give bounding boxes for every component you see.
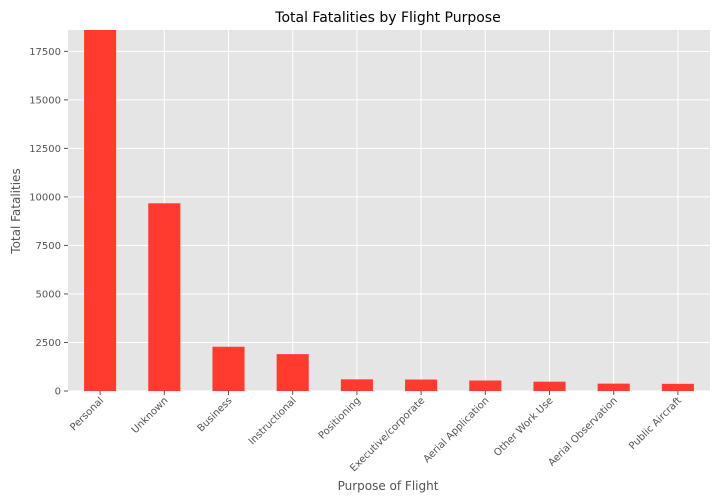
- bar-other-work-use: [533, 381, 566, 391]
- bar-public-aircraft: [661, 383, 694, 391]
- x-tick-label: Executive/corporate: [348, 395, 427, 474]
- x-tick-label: Aerial Observation: [547, 395, 620, 468]
- bar-positioning: [340, 379, 373, 391]
- x-tick-label: Positioning: [317, 395, 363, 441]
- bars: [84, 30, 694, 391]
- y-tick-label: 15000: [29, 95, 61, 106]
- x-tick-label: Other Work Use: [492, 395, 555, 458]
- y-ticks: 0 2500 5000 7500 10000 12500 15000 17500: [29, 47, 68, 398]
- x-ticks: Personal Unknown Business Instructional Posi…: [68, 391, 684, 474]
- bar-unknown: [148, 203, 181, 391]
- bar-executive-corporate: [405, 379, 438, 391]
- bar-instructional: [276, 354, 309, 391]
- y-tick-label: 5000: [36, 289, 61, 300]
- chart-title: Total Fatalities by Flight Purpose: [274, 10, 500, 26]
- y-tick-label: 0: [55, 387, 61, 398]
- y-tick-label: 2500: [36, 338, 61, 349]
- x-tick-label: Personal: [68, 395, 106, 433]
- bar-business: [212, 346, 245, 391]
- y-tick-label: 10000: [29, 192, 61, 203]
- x-tick-label: Aerial Application: [422, 395, 492, 465]
- bar-aerial-observation: [597, 383, 630, 391]
- x-tick-label: Unknown: [130, 395, 171, 436]
- y-tick-label: 17500: [29, 47, 61, 58]
- y-tick-label: 7500: [36, 241, 61, 252]
- bar-aerial-application: [469, 380, 502, 391]
- x-tick-label: Public Aircraft: [627, 395, 684, 452]
- bar-personal: [84, 30, 117, 391]
- x-axis-label: Purpose of Flight: [338, 479, 439, 493]
- x-tick-label: Business: [196, 395, 235, 434]
- x-tick-label: Instructional: [247, 395, 299, 447]
- y-axis-label: Total Fatalities: [9, 168, 23, 254]
- y-tick-label: 12500: [29, 144, 61, 155]
